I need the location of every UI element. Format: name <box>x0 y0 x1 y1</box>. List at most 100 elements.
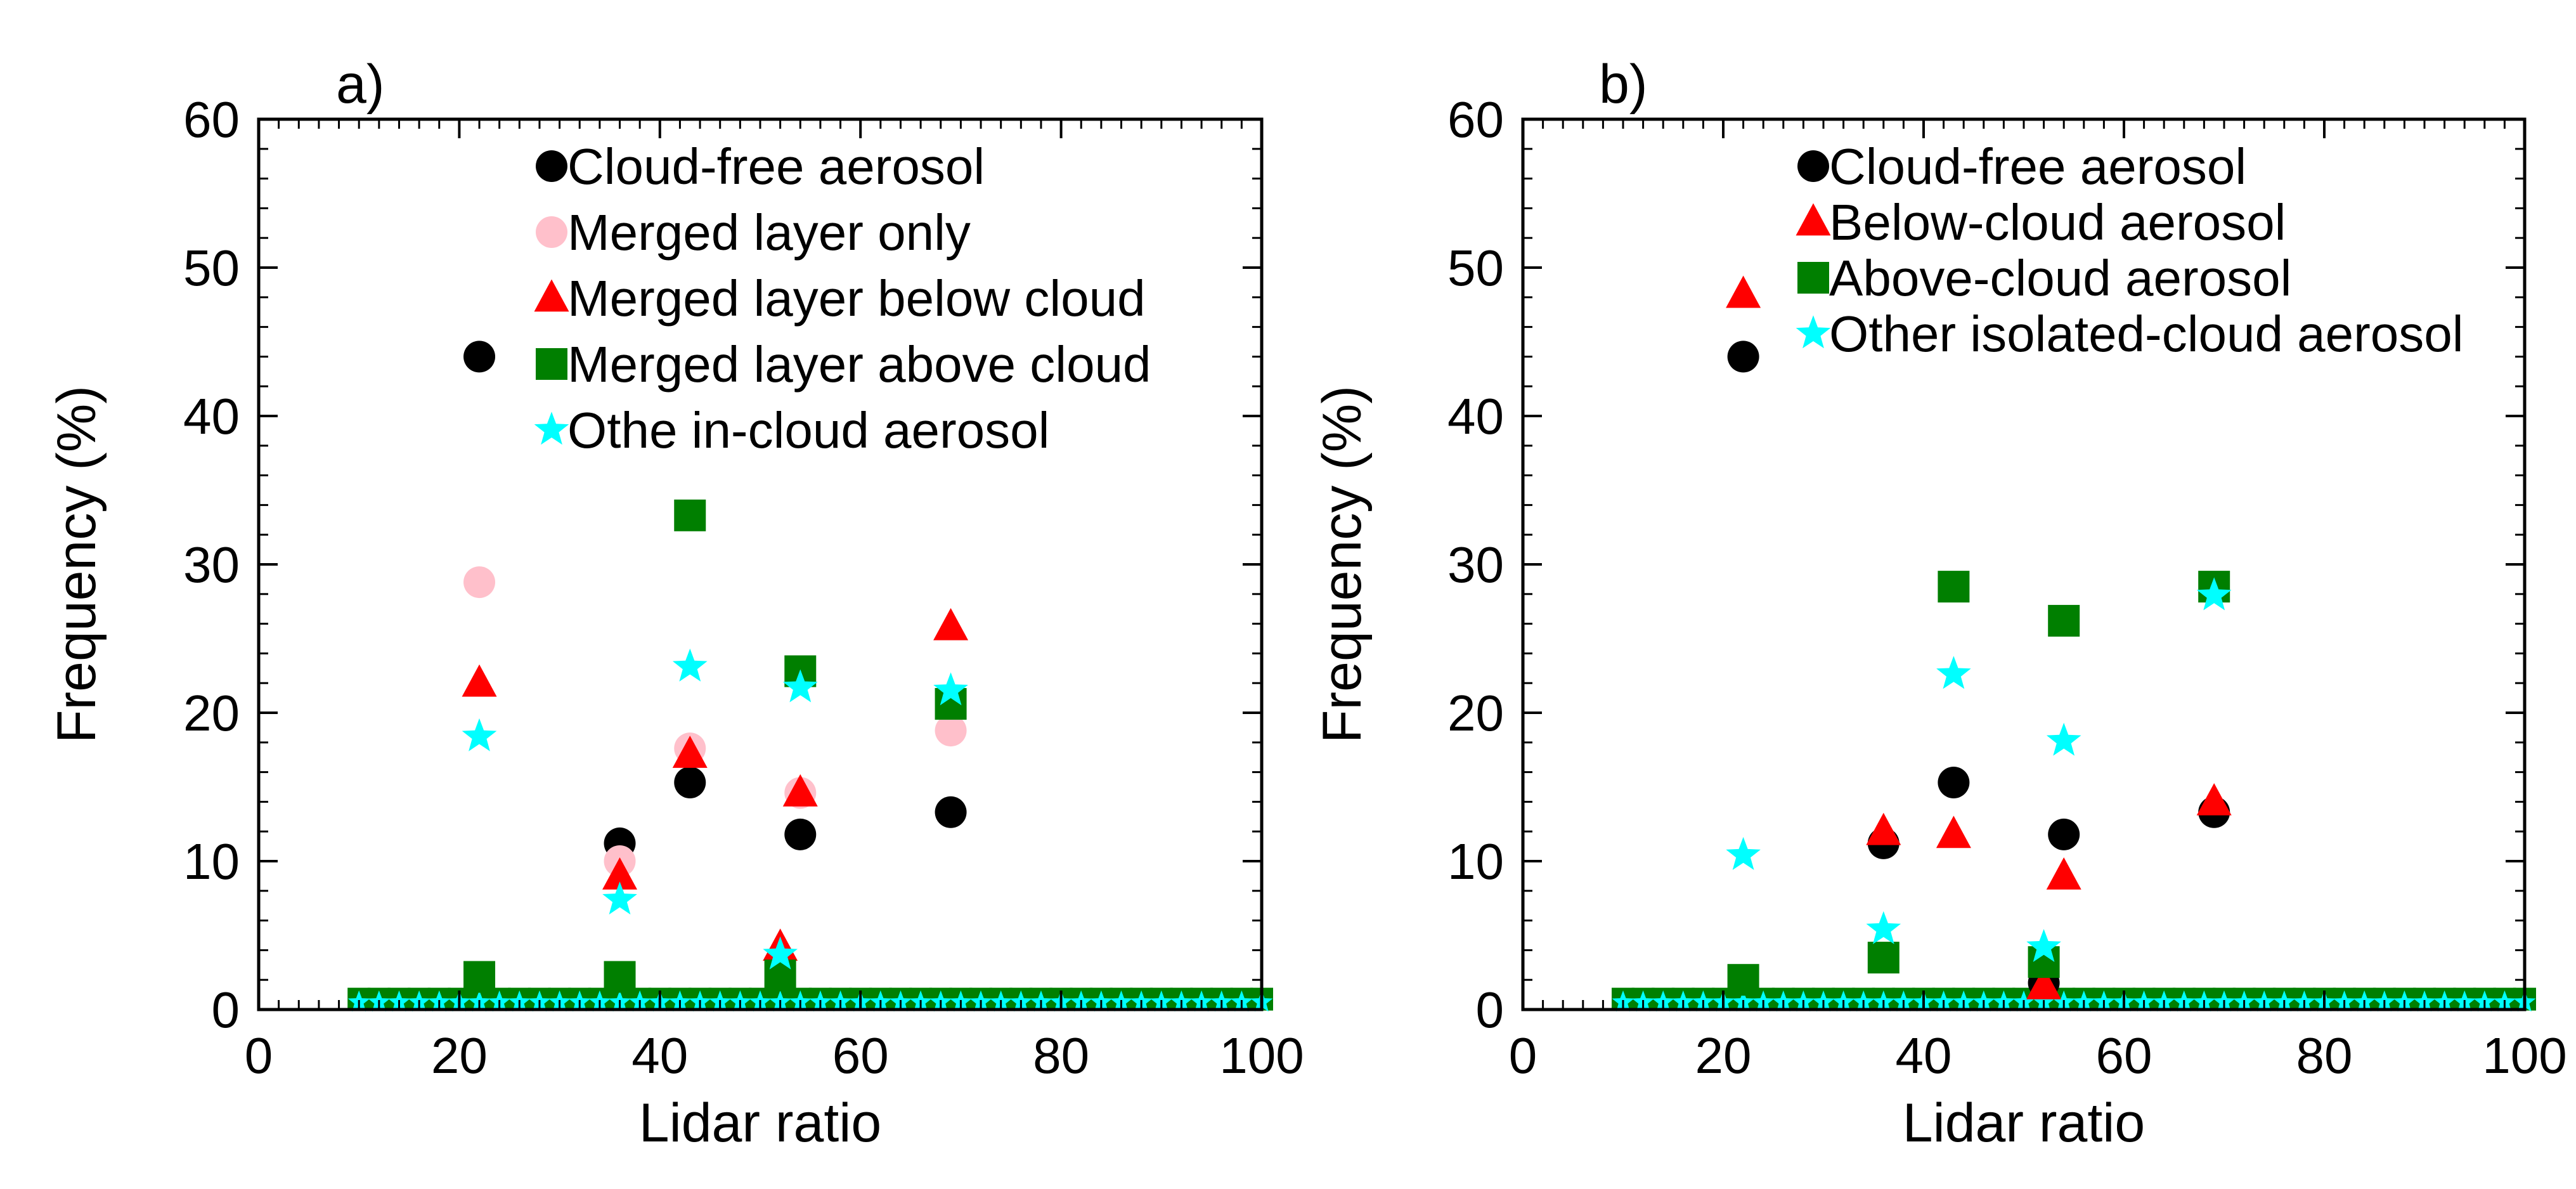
legend-entry: Other isolated-cloud aerosol <box>1829 306 2464 362</box>
legend: Cloud-free aerosol Merged layer only Merge… <box>534 138 1151 458</box>
data-point <box>1936 815 1971 848</box>
y-tick-label: 60 <box>183 91 240 148</box>
data-point <box>1726 836 1761 870</box>
x-tick-label: 100 <box>2482 1027 2566 1084</box>
y-tick-label: 20 <box>183 685 240 741</box>
legend-marker <box>536 216 567 248</box>
legend-entry: Cloud-free aerosol <box>1829 138 2246 195</box>
x-tick-label: 20 <box>431 1027 488 1084</box>
panel-label: b) <box>1599 54 1647 115</box>
data-point <box>672 736 708 768</box>
data-point <box>782 669 818 703</box>
data-point <box>935 796 967 828</box>
data-point <box>2196 783 2232 815</box>
y-tick-label: 0 <box>212 982 240 1038</box>
data-point <box>2046 722 2081 756</box>
y-tick-label: 50 <box>1447 240 1504 296</box>
data-point <box>672 648 708 682</box>
panel-label: a) <box>336 54 384 115</box>
panel-b: 0 20 40 60 80 100 0 10 20 30 40 50 60 Lidar ratio Freq… <box>1312 54 2567 1153</box>
series-3 <box>462 607 969 961</box>
ticks <box>257 118 1263 1011</box>
x-tick-label: 80 <box>2296 1027 2353 1084</box>
x-tick-label: 60 <box>832 1027 889 1084</box>
series-5 <box>462 648 968 970</box>
y-tick-label: 50 <box>183 240 240 296</box>
x-tick-label: 80 <box>1033 1027 1089 1084</box>
data-point <box>1938 571 1970 603</box>
y-tick-label: 10 <box>1447 833 1504 890</box>
data-point <box>1938 766 1970 798</box>
x-axis-title: Lidar ratio <box>1903 1093 2145 1153</box>
data-point <box>463 566 496 599</box>
legend-marker <box>536 348 567 380</box>
data-point <box>2046 857 2081 890</box>
y-tick-label: 0 <box>1476 982 1505 1038</box>
data-point <box>764 959 796 992</box>
ticks <box>1522 118 2526 1011</box>
y-tick-label: 10 <box>183 833 240 890</box>
data-point <box>462 664 497 697</box>
y-tick-label: 40 <box>1447 388 1504 445</box>
y-tick-label: 20 <box>1447 685 1504 741</box>
data-point <box>763 936 798 970</box>
x-tick-label: 40 <box>631 1027 688 1084</box>
series-2 <box>1726 275 2232 999</box>
legend-marker <box>534 279 569 312</box>
data-point <box>1727 341 1759 373</box>
data-point <box>1867 942 1900 974</box>
data-point <box>2196 577 2232 611</box>
legend-marker <box>1797 150 1829 182</box>
data-point <box>2048 818 2080 850</box>
data-point <box>935 715 967 747</box>
y-tick-label: 30 <box>183 536 240 593</box>
legend-entry: Above-cloud aerosol <box>1829 250 2291 306</box>
data-point <box>933 607 969 640</box>
legend-marker <box>1797 262 1829 294</box>
legend-entry: Merged layer below cloud <box>567 270 1146 327</box>
series-4 <box>1726 577 2232 962</box>
legend-entry: Merged layer only <box>567 204 971 261</box>
data-point <box>1936 656 1971 689</box>
legend-entry: Othe in-cloud aerosol <box>567 402 1049 458</box>
y-tick-label: 40 <box>183 388 240 445</box>
series-4 <box>463 499 967 993</box>
data-point <box>463 961 496 993</box>
data-point <box>1727 964 1759 996</box>
series-3 <box>1727 571 2230 996</box>
panel-a: 0 20 40 60 80 100 0 10 20 30 40 50 60 Lidar ratio Freq… <box>46 54 1304 1153</box>
data-point <box>1726 275 1761 308</box>
x-tick-label: 20 <box>1695 1027 1752 1084</box>
data-point <box>2026 967 2062 999</box>
data-point <box>463 341 496 373</box>
data-point <box>1866 911 1901 944</box>
x-tick-label: 100 <box>1219 1027 1304 1084</box>
series-1 <box>1727 341 2230 999</box>
y-axis-title: Frequency (%) <box>1312 386 1373 743</box>
data-point <box>604 961 636 993</box>
x-tick-label: 0 <box>245 1027 273 1084</box>
data-point <box>2026 929 2061 962</box>
legend-entry: Below-cloud aerosol <box>1829 194 2286 250</box>
x-tick-label: 60 <box>2096 1027 2152 1084</box>
data-point <box>602 857 638 890</box>
data-point <box>784 818 817 850</box>
data-point <box>933 672 968 706</box>
legend-marker <box>1796 203 1831 236</box>
data-point <box>1866 812 1901 845</box>
y-tick-label: 60 <box>1447 91 1504 148</box>
y-tick-label: 30 <box>1447 536 1504 593</box>
series-2 <box>463 566 967 877</box>
data-point <box>602 881 637 915</box>
x-tick-label: 0 <box>1509 1027 1537 1084</box>
x-axis-title: Lidar ratio <box>639 1093 881 1153</box>
legend-entry: Merged layer above cloud <box>567 336 1151 393</box>
legend-marker <box>534 412 569 445</box>
x-tick-label: 40 <box>1896 1027 1952 1084</box>
data-point <box>2048 604 2080 637</box>
legend-entry: Cloud-free aerosol <box>567 138 985 195</box>
data-point <box>462 718 497 751</box>
data-point <box>674 499 706 531</box>
